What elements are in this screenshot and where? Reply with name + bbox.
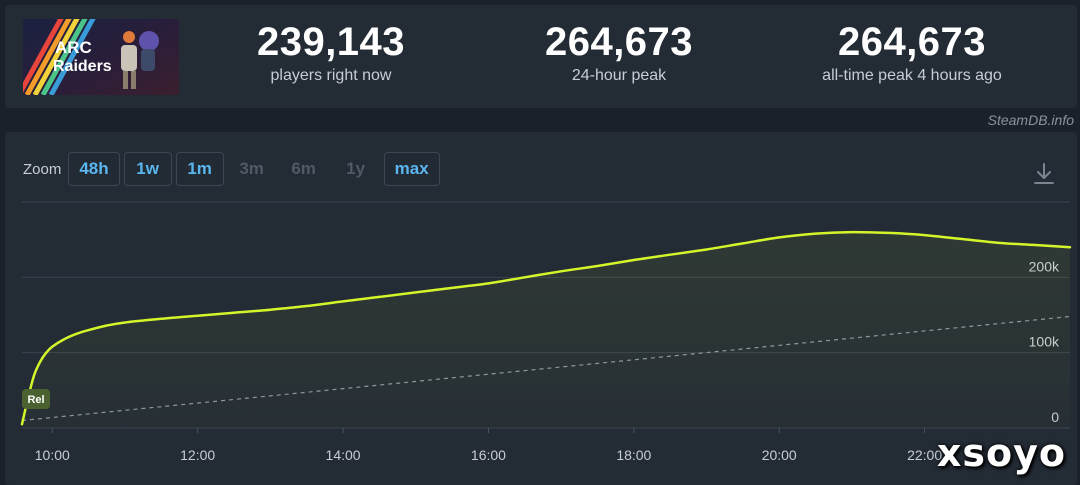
- zoom-1m-button[interactable]: 1m: [175, 152, 224, 186]
- x-tick-label: 16:00: [471, 447, 506, 463]
- zoom-48h-button[interactable]: 48h: [68, 152, 120, 186]
- peak-24h-value: 264,673: [544, 20, 694, 64]
- all-time-peak-value: 264,673: [837, 20, 987, 64]
- x-tick-label: 22:00: [907, 447, 942, 463]
- zoom-1y-button[interactable]: 1y: [346, 159, 366, 178]
- game-thumbnail[interactable]: ARC Raiders: [23, 19, 179, 95]
- x-tick-label: 20:00: [762, 447, 797, 463]
- zoom-controls: Zoom 48h 1w 1m 3m 6m 1y max: [23, 152, 444, 186]
- release-marker-label: Rel: [27, 394, 44, 406]
- logo-line1: ARC: [55, 38, 92, 57]
- peak-24h-label: 24-hour peak: [571, 67, 667, 84]
- steamdb-credit[interactable]: SteamDB.info: [987, 112, 1074, 128]
- all-time-peak-label: all-time peak 4 hours ago: [822, 67, 1002, 84]
- zoom-label: Zoom: [23, 160, 62, 178]
- current-players-label: players right now: [270, 67, 392, 84]
- stat-24h-peak: 264,673 24-hour peak: [489, 19, 749, 85]
- zoom-1w-button[interactable]: 1w: [123, 152, 172, 186]
- x-tick-label: 14:00: [326, 447, 361, 463]
- stat-all-time-peak: 264,673 all-time peak 4 hours ago: [782, 19, 1042, 85]
- stat-current-players: 239,143 players right now: [201, 19, 461, 85]
- zoom-6m-button[interactable]: 6m: [291, 159, 316, 178]
- series-area-fill: [22, 232, 1070, 428]
- x-tick-label: 10:00: [35, 447, 70, 463]
- current-players-value: 239,143: [256, 20, 406, 64]
- x-tick-label: 12:00: [180, 447, 215, 463]
- watermark: xsoyo: [936, 431, 1066, 475]
- x-axis-ticks: 10:00 12:00 14:00 16:00 18:00 20:00 22:00: [35, 428, 942, 463]
- x-tick-label: 18:00: [616, 447, 651, 463]
- download-icon[interactable]: [1033, 162, 1055, 186]
- zoom-max-button[interactable]: max: [383, 152, 440, 186]
- series-line-players[interactable]: [20, 230, 1072, 426]
- zoom-3m-button[interactable]: 3m: [239, 159, 264, 178]
- release-marker[interactable]: Rel: [22, 389, 50, 409]
- release-marker-badge[interactable]: [22, 389, 50, 409]
- logo-line2: Raiders: [53, 58, 112, 75]
- game-logo-art: ARC Raiders: [23, 19, 179, 95]
- stats-bar: ARC Raiders 239,143 players right now 26…: [5, 5, 1077, 108]
